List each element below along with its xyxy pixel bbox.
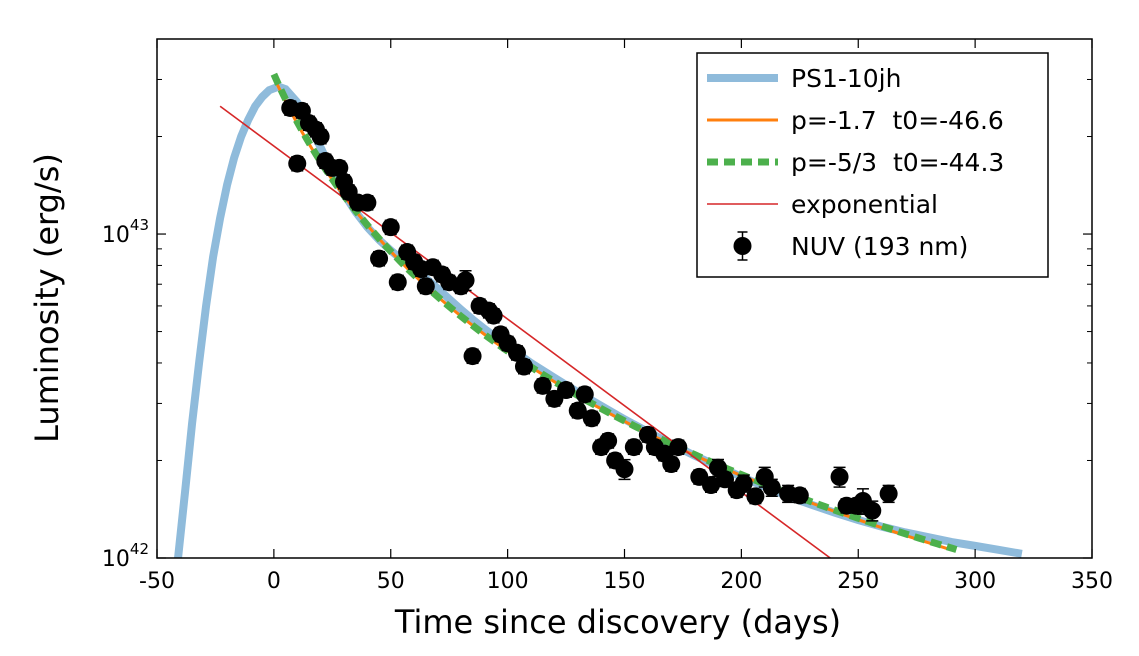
data-point [734, 474, 753, 493]
data-point [716, 470, 735, 489]
y-tick-exponent: 42 [130, 540, 149, 558]
y-tick-label: 1043 [102, 216, 149, 248]
data-point [288, 154, 307, 173]
x-tick-label: 350 [1071, 569, 1113, 594]
data-point [557, 381, 576, 400]
legend-entry: PS1-10jh [707, 64, 901, 93]
data-point [507, 343, 526, 362]
data-point [330, 158, 349, 177]
legend-entry: NUV (193 nm) [733, 231, 968, 261]
data-point [599, 431, 618, 450]
legend-entries: PS1-10jh p=-1.7 t0=-46.6 p=-5/3 t0=-44.3 ex… [707, 64, 1004, 261]
data-point [762, 478, 781, 497]
data-point [514, 357, 533, 376]
x-tick-label: 100 [487, 569, 529, 594]
data-point [484, 306, 503, 325]
legend-entry: exponential [707, 190, 938, 219]
legend-label: exponential [791, 190, 938, 219]
x-tick-label: 150 [604, 569, 646, 594]
legend-label: p=-5/3 t0=-44.3 [791, 148, 1004, 177]
x-tick-label: 250 [837, 569, 879, 594]
data-point [615, 460, 634, 479]
x-tick-label: 200 [720, 569, 762, 594]
y-tick-base: 10 [102, 223, 130, 248]
data-point [533, 376, 552, 395]
data-point [358, 193, 377, 212]
data-point [746, 487, 765, 506]
data-point [669, 438, 688, 457]
data-point [624, 438, 643, 457]
data-point [381, 218, 400, 237]
legend-label: PS1-10jh [791, 64, 901, 93]
data-point [388, 273, 407, 292]
data-point [879, 484, 898, 503]
data-point [456, 271, 475, 290]
data-point [311, 127, 330, 146]
legend-box [696, 52, 1049, 278]
data-point [416, 277, 435, 296]
x-axis-label: Time since discovery (days) [394, 603, 841, 641]
points-layer [281, 98, 898, 522]
legend-entry: p=-1.7 t0=-46.6 [707, 106, 1004, 135]
legend-marker [733, 237, 752, 255]
y-tick-label: 1042 [102, 540, 149, 572]
data-point [790, 486, 809, 505]
data-point [863, 501, 882, 520]
data-point [582, 409, 601, 428]
x-tick-label: 300 [954, 569, 996, 594]
x-tick-label: 0 [267, 569, 281, 594]
data-point [701, 476, 720, 495]
data-point [830, 467, 849, 486]
x-tick-label: -50 [139, 569, 175, 594]
data-point [568, 401, 587, 420]
legend-label: p=-1.7 t0=-46.6 [791, 106, 1004, 135]
legend-entry: p=-5/3 t0=-44.3 [707, 148, 1004, 177]
data-point [662, 455, 681, 474]
y-tick-exponent: 43 [130, 216, 149, 234]
legend-label: NUV (193 nm) [791, 232, 968, 261]
data-point [575, 385, 594, 404]
y-axis-label: Luminosity (erg/s) [28, 153, 66, 443]
legend: PS1-10jh p=-1.7 t0=-46.6 p=-5/3 t0=-44.3 ex… [696, 52, 1049, 278]
data-point [370, 249, 389, 268]
y-tick-base: 10 [102, 547, 130, 572]
data-point [463, 347, 482, 366]
x-tick-label: 50 [377, 569, 405, 594]
